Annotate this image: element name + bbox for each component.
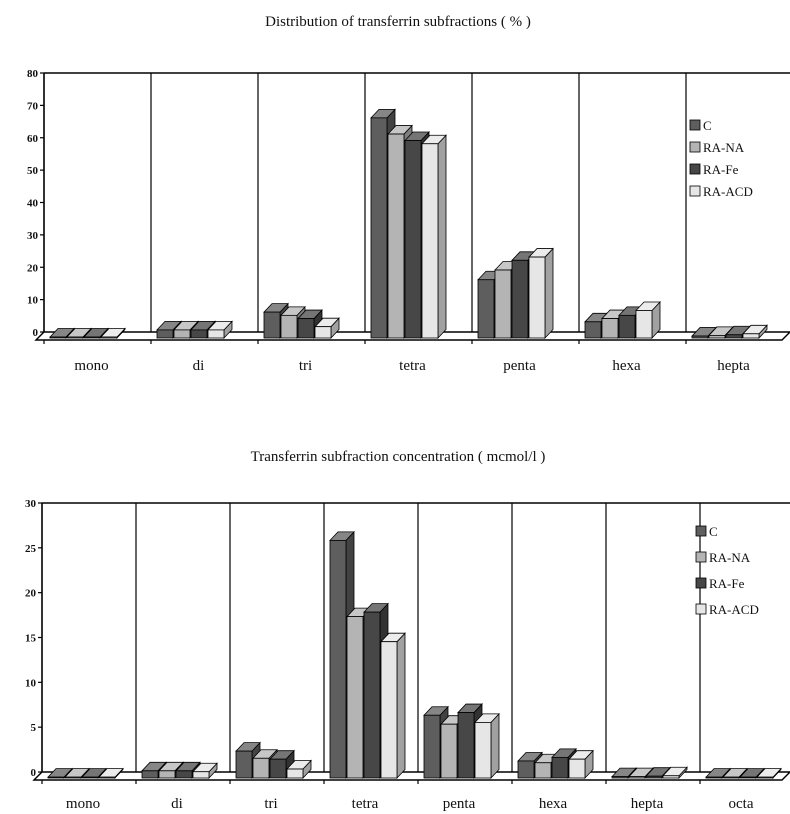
legend-label: RA-Fe [709,576,745,591]
bar-hepta-ra-acd [742,324,768,340]
legend-swatch-ra-na [689,141,701,153]
bar-octa-ra-acd [756,767,782,780]
x-category-label: hexa [539,796,568,812]
legend-swatch-ra-fe [689,163,701,175]
legend-label: RA-ACD [703,184,753,199]
legend-label: RA-NA [703,140,745,155]
legend-swatch-ra-fe [695,577,707,589]
bar-tetra-ra-acd [380,632,406,780]
x-category-label: penta [503,358,536,374]
legend-label: RA-Fe [703,162,739,177]
bar-tri-ra-acd [314,317,340,340]
legend-label: C [703,118,712,133]
bar-hexa-ra-acd [635,300,661,340]
bar-hepta-ra-acd [662,766,688,780]
x-category-label: octa [729,796,754,812]
y-tick-label: 60 [27,133,39,145]
bar-hepta-ra-fe [645,766,671,780]
x-category-label: hepta [631,796,664,812]
y-tick-label: 0 [31,767,37,779]
legend-swatch-c [689,119,701,131]
y-tick-label: 70 [27,100,39,112]
bar-penta-ra-acd [528,247,554,340]
bar-penta-ra-acd [474,712,500,780]
y-tick-label: 10 [25,677,37,689]
y-tick-label: 20 [27,262,39,274]
y-tick-label: 30 [27,230,39,242]
chart-title: Distribution of transferrin subfractions… [265,14,531,30]
chart-concentration-mcmol: Transferrin subfraction concentration ( … [25,449,790,812]
legend-swatch-ra-acd [695,603,707,615]
chart-title: Transferrin subfraction concentration ( … [251,449,546,465]
x-category-label: tri [299,358,312,374]
bar-tri-ra-acd [286,759,312,780]
bar-mono-ra-acd [98,767,124,780]
legend-label: C [709,524,718,539]
y-tick-label: 20 [25,588,37,600]
y-tick-label: 25 [25,543,37,555]
x-category-label: tetra [399,358,426,374]
y-tick-label: 80 [27,68,39,80]
x-category-label: di [193,358,205,374]
legend-swatch-ra-na [695,551,707,563]
x-category-label: hexa [612,358,641,374]
x-category-label: tri [264,796,277,812]
chart-distribution-percent: Distribution of transferrin subfractions… [27,14,790,374]
y-tick-label: 30 [25,498,37,510]
x-category-label: mono [66,796,100,812]
y-tick-label: 40 [27,198,39,210]
bar-di-ra-acd [207,320,233,340]
y-tick-label: 10 [27,295,39,307]
y-tick-label: 5 [31,722,37,734]
y-tick-label: 50 [27,165,39,177]
y-tick-label: 15 [25,633,37,645]
plot-floor [32,771,790,781]
x-category-label: hepta [717,358,750,374]
bar-di-ra-acd [192,762,218,780]
x-category-label: tetra [352,796,379,812]
y-tick-label: 0 [33,327,39,339]
bar-hexa-ra-acd [568,749,594,780]
legend-label: RA-NA [709,550,751,565]
bar-octa-ra-na [722,767,748,780]
legend-label: RA-ACD [709,602,759,617]
legend-swatch-c [695,525,707,537]
legend-swatch-ra-acd [689,185,701,197]
x-category-label: di [171,796,183,812]
x-category-label: penta [443,796,476,812]
bar-mono-ra-acd [100,327,126,340]
bar-penta-ra-na [440,714,466,780]
x-category-label: mono [74,358,108,374]
bar-tetra-ra-acd [421,134,447,340]
